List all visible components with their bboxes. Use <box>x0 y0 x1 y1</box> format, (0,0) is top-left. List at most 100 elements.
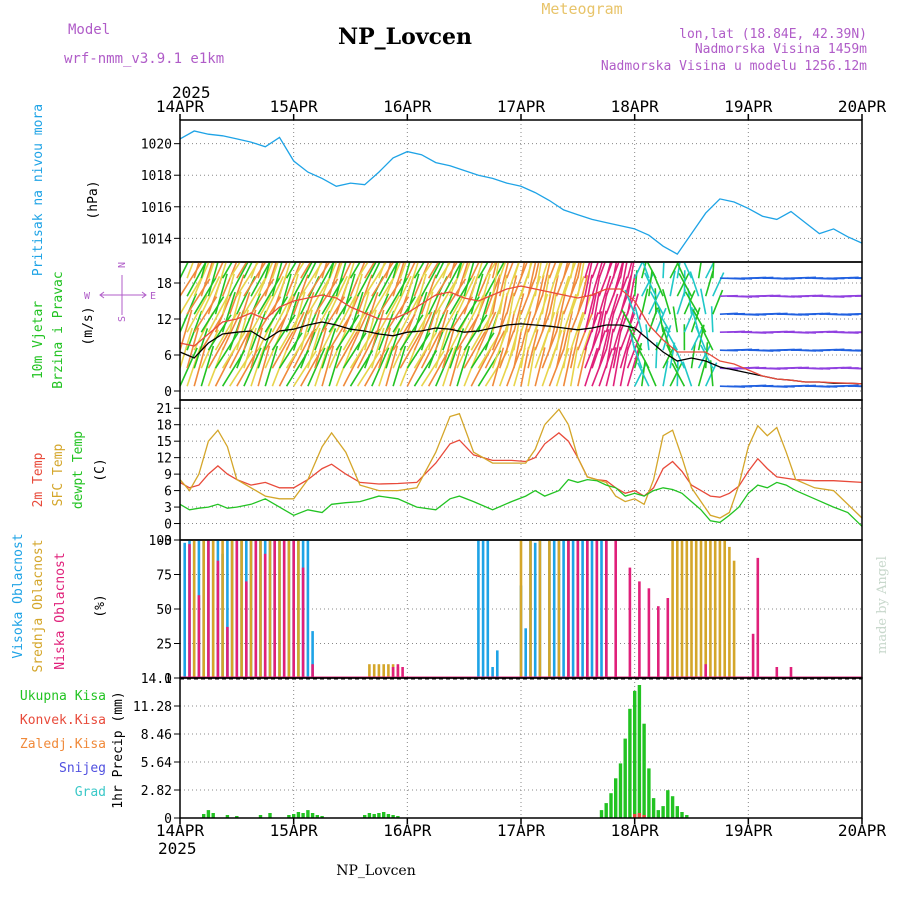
wind-arrow <box>569 262 580 297</box>
wind-arrow <box>342 262 352 279</box>
wind-arrow <box>200 262 214 297</box>
bar <box>230 540 234 678</box>
wind-arrow <box>605 262 612 279</box>
wind-arrow <box>371 262 395 297</box>
wind-arrow <box>406 273 420 315</box>
wind-arrow <box>672 344 686 369</box>
wind-arrow <box>278 262 288 279</box>
bar <box>296 812 301 818</box>
wind-arrow <box>427 292 443 333</box>
wind-arrow <box>470 273 484 315</box>
wind-arrow <box>463 331 486 369</box>
wind-arrow <box>180 262 203 297</box>
bar <box>391 815 395 818</box>
bar <box>396 816 400 818</box>
wind-arrow <box>442 346 457 387</box>
wind-arrow <box>861 278 862 280</box>
wind-arrow <box>591 262 600 279</box>
wind-arrow <box>626 274 636 315</box>
wind-arrow <box>527 346 536 387</box>
bar <box>576 540 580 678</box>
wind-arrow <box>356 262 377 297</box>
bar <box>211 540 215 678</box>
wind-arrow <box>200 262 207 279</box>
bar <box>292 814 296 818</box>
wind-arrow <box>498 274 508 315</box>
wind-arrow <box>406 262 419 297</box>
wind-arrow <box>292 262 306 279</box>
wind-arrow <box>278 262 291 297</box>
wind-arrow <box>584 274 593 315</box>
y-tick-label: 0 <box>164 812 172 827</box>
wind-arrow <box>285 291 300 333</box>
series-line <box>179 285 863 385</box>
wind-arrow <box>378 262 399 297</box>
wind-arrow <box>292 330 314 369</box>
bar <box>221 540 224 678</box>
wind-arrow <box>854 385 862 388</box>
wind-arrow <box>250 262 271 297</box>
bar <box>775 667 779 678</box>
bar <box>188 544 191 678</box>
wind-arrow <box>236 291 251 333</box>
wind-arrow <box>292 274 309 315</box>
wind-arrow <box>335 262 343 279</box>
bar <box>311 631 314 678</box>
wind-arrow <box>243 327 257 369</box>
wind-arrow <box>442 262 450 279</box>
wind-arrow <box>335 314 360 351</box>
wind-arrow <box>321 328 337 369</box>
wind-label-2: Brzina i Pravac <box>51 271 66 388</box>
wind-arrow <box>591 292 600 333</box>
wind-arrow <box>648 290 661 315</box>
series-line <box>179 130 863 255</box>
wind-arrow <box>442 278 467 315</box>
wind-arrow <box>449 262 456 279</box>
bar <box>723 540 726 678</box>
bar <box>571 540 575 678</box>
bar <box>192 540 196 678</box>
wind-arrow <box>399 314 424 351</box>
bar <box>367 813 372 818</box>
wind-arrow <box>577 262 582 279</box>
wind-arrow <box>449 328 465 369</box>
wind-arrow <box>676 262 686 279</box>
wind-arrow <box>385 345 399 387</box>
bar <box>609 793 613 818</box>
footer-station: NP_Lovcen <box>336 863 415 879</box>
wind-arrow <box>665 344 679 369</box>
wind-arrow <box>555 310 565 351</box>
compass-w: W <box>84 291 91 302</box>
wind-arrow <box>356 350 381 387</box>
wind-arrow <box>271 314 296 351</box>
wind-arrow <box>356 330 378 369</box>
temp-label-3: dewpt Temp <box>71 431 86 509</box>
bar <box>207 540 210 678</box>
bar <box>600 540 603 678</box>
bar <box>657 606 660 678</box>
wind-compass: W E N S <box>84 262 156 322</box>
bar <box>259 540 262 678</box>
bar <box>240 540 243 678</box>
x-day-label-bottom: 17APR <box>497 821 546 840</box>
bar <box>685 540 689 678</box>
wind-arrow <box>661 289 671 315</box>
wind-arrow <box>612 262 618 279</box>
wind-arrow <box>406 262 416 279</box>
wind-arrow <box>243 309 257 351</box>
wind-arrow <box>656 309 671 333</box>
y-tick-label: 0 <box>164 672 172 687</box>
wind-arrow <box>456 296 480 333</box>
wind-arrow <box>307 327 321 369</box>
bar <box>363 815 367 818</box>
wind-arrow <box>342 273 356 315</box>
wind-arrow <box>598 329 610 369</box>
wind-arrow <box>243 277 267 315</box>
wind-arrow <box>250 262 258 279</box>
bar <box>699 540 703 678</box>
wind-arrow <box>470 348 492 387</box>
wind-arrow <box>328 345 343 387</box>
wind-arrow <box>307 262 317 279</box>
wind-arrow <box>506 262 514 279</box>
bar <box>552 540 556 678</box>
